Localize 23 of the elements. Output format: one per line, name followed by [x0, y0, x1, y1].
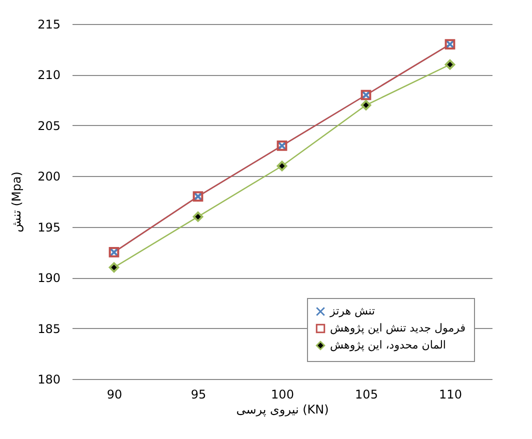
- y-tick-label: 215: [38, 18, 60, 32]
- y-tick-label: 185: [38, 322, 60, 336]
- point: [444, 59, 456, 70]
- x-tick-label: 105: [355, 388, 378, 402]
- point: [360, 100, 372, 110]
- point: [192, 212, 204, 222]
- y-tick-label: 180: [38, 372, 60, 386]
- y-axis-title: تنش (Mpa): [10, 172, 24, 232]
- y-tick-label: 200: [38, 170, 60, 184]
- y-tick-label: 210: [38, 68, 60, 82]
- point: [276, 160, 288, 172]
- x-tick-label: 95: [190, 388, 206, 402]
- legend-label: فرمول جدید تنش این پژوهش: [330, 322, 466, 334]
- x-tick-label: 100: [271, 388, 294, 402]
- x-tick-label: 110: [439, 388, 462, 402]
- y-tick-label: 190: [38, 271, 60, 286]
- legend-label: المان محدود، این پژوهش: [330, 338, 446, 352]
- point: [108, 262, 120, 273]
- y-tick-label: 195: [38, 220, 60, 234]
- x-axis-title: نیروی پرسی (KN): [236, 402, 329, 416]
- legend-label: تنش هرتز: [329, 304, 375, 318]
- y-tick-label: 205: [38, 118, 60, 133]
- x-tick-label: 90: [106, 388, 122, 402]
